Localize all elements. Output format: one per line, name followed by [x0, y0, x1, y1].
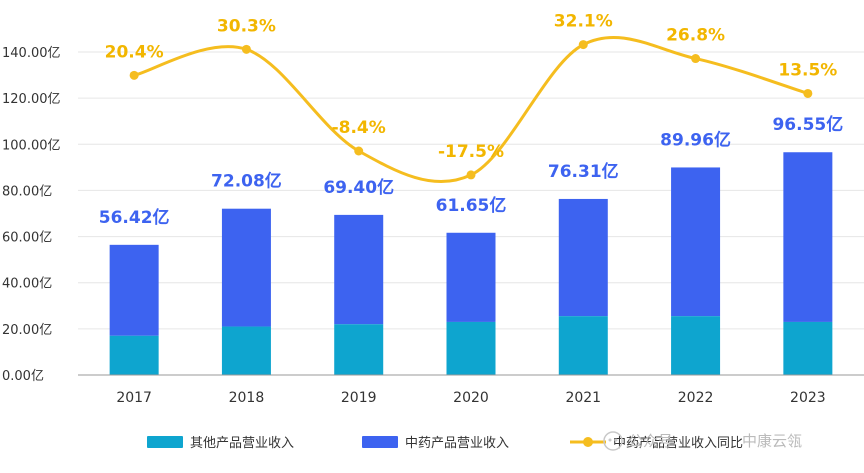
bar-other	[446, 321, 496, 375]
bar-other	[109, 335, 159, 375]
legend-label-yoy: 中药产品营业收入同比	[613, 436, 743, 451]
yoy-label: -17.5%	[438, 142, 504, 162]
y-axis: 0.00亿 20.00亿 40.00亿 60.00亿 80.00亿 100.00亿 120.…	[2, 46, 61, 384]
yoy-label: 30.3%	[217, 16, 276, 36]
bars	[109, 152, 833, 375]
bar-tcm	[446, 232, 496, 322]
y-tick-label: 140.00亿	[2, 46, 61, 61]
watermark: 公众号 · 中康云瓴	[603, 431, 802, 451]
y-tick-label: 100.00亿	[2, 138, 61, 153]
legend-label-tcm: 中药产品营业收入	[405, 436, 509, 451]
y-tick-label: 80.00亿	[2, 184, 52, 199]
legend-swatch-yoy-dot	[583, 437, 593, 447]
wechat-icon-dot	[608, 438, 612, 442]
y-tick-label: 60.00亿	[2, 231, 52, 246]
bar-other	[221, 326, 271, 375]
wechat-icon-dot	[614, 438, 618, 442]
bar-total-label: 89.96亿	[660, 129, 731, 150]
bar-other	[558, 316, 608, 375]
wechat-icon	[603, 431, 623, 451]
yoy-label: 20.4%	[105, 42, 164, 62]
yoy-line-series: 20.4% 30.3% -8.4% -17.5% 32.1% 26.8% 13.5%	[105, 12, 837, 184]
yoy-label: -8.4%	[332, 118, 386, 138]
x-tick-label: 2017	[116, 390, 152, 406]
bar-tcm	[221, 208, 271, 327]
yoy-label: 26.8%	[666, 26, 725, 46]
bar-other	[671, 316, 721, 375]
yoy-label: 13.5%	[778, 60, 837, 80]
x-tick-label: 2021	[565, 390, 601, 406]
yoy-point	[241, 44, 251, 54]
bar-value-labels: 56.42亿 72.08亿 69.40亿 61.65亿 76.31亿 89.96亿 96.5…	[99, 114, 843, 228]
yoy-point	[354, 146, 364, 156]
x-tick-label: 2022	[678, 390, 714, 406]
yoy-point	[691, 54, 701, 64]
x-axis: 2017 2018 2019 2020 2021 2022 2023	[78, 374, 864, 406]
watermark-prefix: 公众号 ·	[628, 432, 683, 450]
bar-total-label: 56.42亿	[99, 207, 170, 228]
bar-tcm	[334, 214, 384, 325]
yoy-label: 32.1%	[554, 12, 613, 32]
y-tick-label: 120.00亿	[2, 92, 61, 107]
y-tick-label: 0.00亿	[2, 369, 44, 384]
bar-total-label: 72.08亿	[211, 171, 282, 192]
x-tick-label: 2018	[229, 390, 265, 406]
yoy-point	[466, 170, 476, 180]
legend-swatch-other	[147, 436, 183, 448]
legend-label-other: 其他产品营业收入	[190, 436, 294, 451]
bar-total-label: 61.65亿	[436, 195, 507, 216]
bar-tcm	[558, 198, 608, 317]
bar-tcm	[109, 244, 159, 336]
legend-swatch-tcm	[362, 436, 398, 448]
watermark-name: 中康云瓴	[742, 432, 802, 450]
y-tick-label: 20.00亿	[2, 323, 52, 338]
x-tick-label: 2019	[341, 390, 377, 406]
bar-other	[783, 321, 833, 375]
bar-tcm	[783, 152, 833, 322]
bar-other	[334, 324, 384, 375]
yoy-point	[803, 88, 813, 98]
bar-total-label: 76.31亿	[548, 161, 619, 182]
bar-total-label: 69.40亿	[323, 177, 394, 198]
y-tick-label: 40.00亿	[2, 277, 52, 292]
bar-total-label: 96.55亿	[772, 114, 843, 135]
legend: 其他产品营业收入 中药产品营业收入 中药产品营业收入同比	[147, 436, 743, 451]
x-tick-label: 2023	[790, 390, 826, 406]
bar-tcm	[671, 167, 721, 317]
yoy-point	[129, 70, 139, 80]
yoy-point	[578, 40, 588, 50]
x-tick-label: 2020	[453, 390, 489, 406]
